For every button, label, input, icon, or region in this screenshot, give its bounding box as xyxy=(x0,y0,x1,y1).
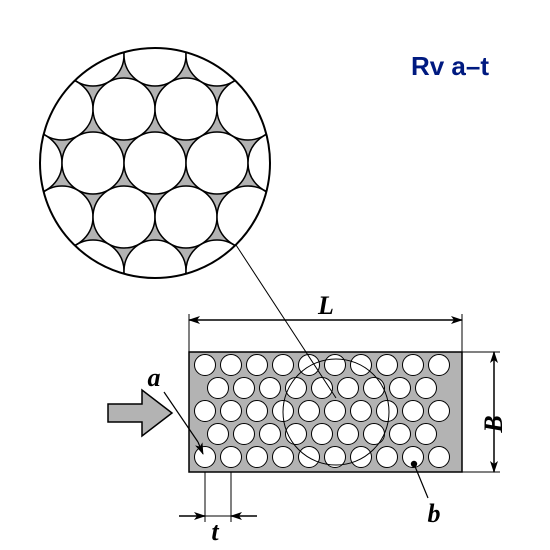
svg-text:t: t xyxy=(211,517,219,546)
svg-text:Rv a–t: Rv a–t xyxy=(411,51,489,81)
svg-text:L: L xyxy=(317,291,334,320)
svg-text:b: b xyxy=(428,499,441,528)
svg-text:a: a xyxy=(148,363,161,392)
svg-text:B: B xyxy=(479,415,508,433)
